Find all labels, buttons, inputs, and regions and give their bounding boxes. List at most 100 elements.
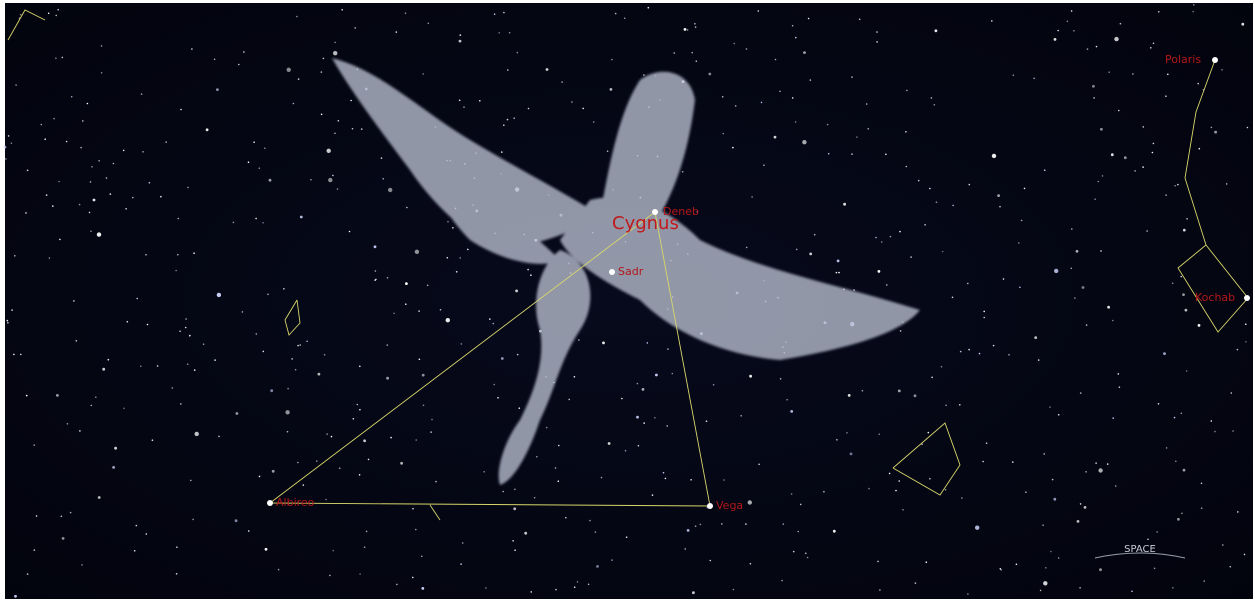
star [1131,591,1133,593]
star [1008,354,1010,356]
star [191,48,193,50]
star [55,57,57,59]
star [190,480,192,482]
star [915,582,917,584]
star [779,91,781,93]
star [758,10,760,12]
star [615,13,617,15]
star [1086,324,1088,326]
star [157,365,159,367]
star [902,509,904,511]
star [149,182,151,184]
star [421,587,424,590]
star [456,271,458,273]
star [1000,569,1002,571]
star [519,407,521,409]
star [4,146,7,149]
star [761,102,763,104]
star [1108,71,1110,73]
star [1097,181,1099,183]
star [349,231,351,233]
star [558,445,560,447]
star [73,300,75,302]
star [528,108,530,110]
star [331,436,333,438]
star [493,323,495,325]
star [774,136,777,139]
star [1231,392,1233,394]
star [710,560,712,562]
star [507,69,509,71]
star [595,531,597,533]
star [26,395,28,397]
star [514,489,516,491]
star [1245,341,1247,343]
star [91,405,93,407]
star [1165,194,1167,196]
star [1016,564,1018,566]
star [90,181,92,183]
star [13,354,15,356]
star [1111,153,1114,156]
star [763,164,765,166]
star [316,460,318,462]
star [722,133,724,135]
star [259,476,261,478]
star [321,71,323,73]
star [36,515,38,517]
star [695,26,697,28]
star [1073,30,1075,32]
star [502,491,504,493]
star [906,90,908,92]
star [517,52,519,54]
star [783,523,785,525]
star [687,29,689,31]
star [850,453,853,456]
star [952,297,954,299]
star [692,591,695,594]
star [265,548,268,551]
star [1211,420,1213,422]
star [814,234,816,236]
star [1100,128,1103,131]
star [999,206,1001,208]
star [1244,554,1246,556]
star [952,205,954,207]
star [61,516,63,518]
star [1153,143,1155,145]
star [663,472,665,474]
star [145,254,147,256]
star [733,589,735,591]
star [610,88,613,91]
star [1044,169,1046,171]
star [89,212,91,214]
star [113,163,115,165]
star [354,27,356,29]
star [327,149,331,153]
star [991,20,993,22]
star [415,439,417,441]
star [217,293,221,297]
star [1175,461,1177,463]
star [375,279,377,281]
star [79,430,81,432]
star-label: Sadr [618,265,644,278]
star [435,481,437,483]
star [172,387,174,389]
star [1118,373,1120,375]
star [1107,463,1109,465]
star [918,180,920,182]
star [527,269,529,271]
named-star [652,209,658,215]
star [49,257,51,259]
star [792,25,794,27]
star [412,577,414,579]
star [721,523,723,525]
star [935,29,938,32]
page: Cygnus DenebSadrAlbireoVegaPolarisKochab… [0,0,1255,602]
star [1237,349,1239,351]
star [791,493,793,495]
star [76,340,78,342]
star [836,272,838,274]
star [357,404,359,406]
